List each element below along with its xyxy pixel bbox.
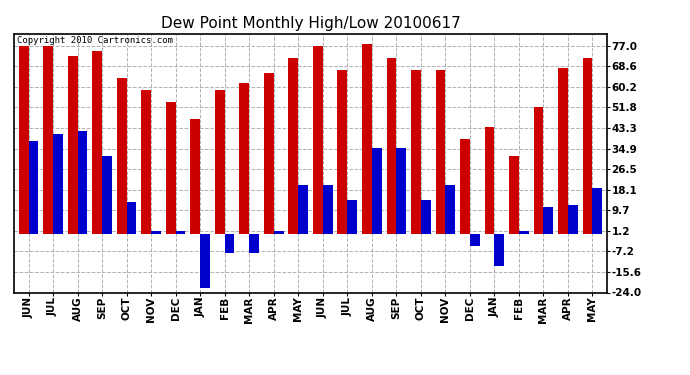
Bar (582, 58, 593, 234)
Bar (509, 156, 519, 234)
Bar (470, 234, 480, 246)
Bar (362, 44, 372, 234)
Bar (337, 70, 347, 234)
Bar (249, 234, 259, 254)
Bar (28, 141, 39, 234)
Bar (568, 205, 578, 234)
Bar (166, 102, 176, 234)
Bar (396, 148, 406, 234)
Bar (239, 82, 249, 234)
Bar (200, 234, 210, 288)
Bar (347, 200, 357, 234)
Bar (298, 185, 308, 234)
Bar (92, 51, 102, 234)
Bar (19, 46, 28, 234)
Bar (411, 70, 421, 234)
Bar (43, 46, 53, 234)
Title: Dew Point Monthly High/Low 20100617: Dew Point Monthly High/Low 20100617 (161, 16, 460, 31)
Bar (484, 126, 495, 234)
Bar (558, 68, 568, 234)
Bar (544, 207, 553, 234)
Bar (460, 139, 470, 234)
Bar (533, 107, 544, 234)
Bar (593, 188, 602, 234)
Bar (274, 231, 284, 234)
Bar (323, 185, 333, 234)
Bar (53, 134, 63, 234)
Bar (386, 58, 396, 234)
Bar (421, 200, 431, 234)
Bar (190, 119, 200, 234)
Bar (176, 231, 186, 234)
Bar (495, 234, 504, 266)
Bar (435, 70, 445, 234)
Bar (264, 73, 274, 234)
Bar (77, 131, 88, 234)
Text: Copyright 2010 Cartronics.com: Copyright 2010 Cartronics.com (17, 36, 172, 45)
Bar (445, 185, 455, 234)
Bar (225, 234, 235, 254)
Bar (372, 148, 382, 234)
Bar (519, 231, 529, 234)
Bar (68, 56, 77, 234)
Bar (102, 156, 112, 234)
Bar (126, 202, 137, 234)
Bar (151, 231, 161, 234)
Bar (288, 58, 298, 234)
Bar (117, 78, 126, 234)
Bar (215, 90, 225, 234)
Bar (141, 90, 151, 234)
Bar (313, 46, 323, 234)
